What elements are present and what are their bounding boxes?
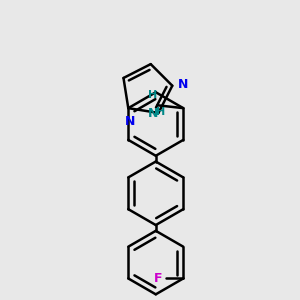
Text: F: F bbox=[154, 272, 163, 285]
Text: H: H bbox=[156, 107, 165, 117]
Text: H: H bbox=[148, 90, 158, 100]
Text: N: N bbox=[148, 107, 158, 120]
Text: N: N bbox=[124, 116, 135, 128]
Text: N: N bbox=[178, 78, 188, 91]
